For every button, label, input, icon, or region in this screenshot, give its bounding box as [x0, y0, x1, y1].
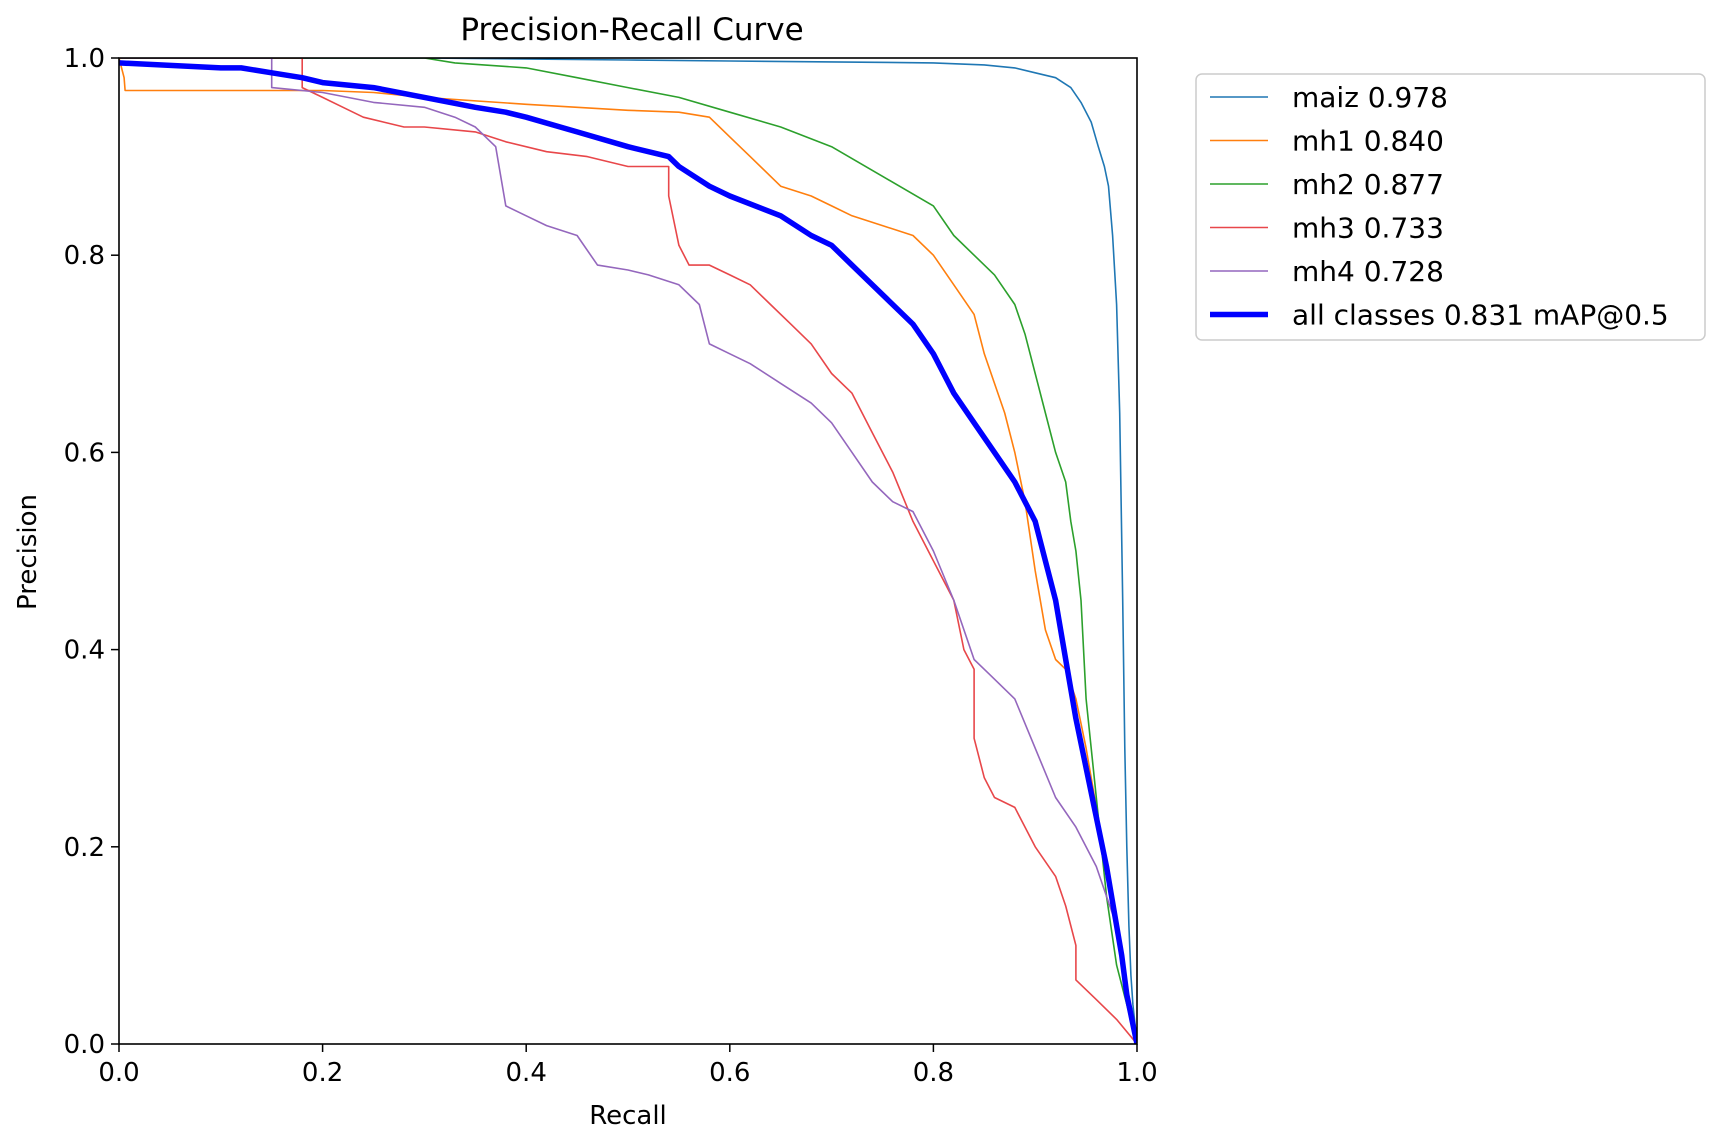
legend-label-5: all classes 0.831 mAP@0.5	[1292, 299, 1669, 332]
series-line-0	[119, 58, 1137, 1044]
y-axis-title: Precision	[13, 494, 43, 610]
legend-label-0: maiz 0.978	[1292, 81, 1448, 114]
series-line-5	[119, 60, 1137, 1044]
legend: maiz 0.978 mh1 0.840 mh2 0.877 mh3 0.733 mh4…	[1195, 73, 1706, 341]
y-tick-label: 0.6	[64, 438, 105, 468]
y-tick-label: 0.4	[64, 636, 105, 666]
series-layer	[119, 58, 1137, 1044]
legend-label-3: mh3 0.733	[1292, 212, 1444, 245]
legend-label-1: mh1 0.840	[1292, 125, 1444, 158]
legend-label-4: mh4 0.728	[1292, 255, 1444, 288]
y-tick-label: 0.2	[64, 833, 105, 863]
legend-label-2: mh2 0.877	[1292, 168, 1444, 201]
x-axis-title: Recall	[589, 1101, 667, 1131]
series-line-3	[119, 58, 1137, 1044]
plot-frame	[118, 57, 1138, 1045]
x-tick-label: 0.6	[709, 1058, 750, 1088]
x-tick-label: 0.0	[98, 1058, 139, 1088]
y-tick-label: 1.0	[64, 44, 105, 74]
y-tick-label: 0.0	[64, 1030, 105, 1060]
x-axis: 0.0 0.2 0.4 0.6 0.8 1.0	[98, 1044, 1158, 1088]
series-line-2	[119, 58, 1137, 1044]
x-tick-label: 0.8	[913, 1058, 954, 1088]
legend-box	[1195, 73, 1706, 341]
chart-title: Precision-Recall Curve	[460, 12, 803, 48]
series-line-4	[119, 58, 1137, 1044]
x-tick-label: 0.4	[506, 1058, 547, 1088]
y-axis: 0.0 0.2 0.4 0.6 0.8 1.0	[64, 44, 119, 1060]
y-tick-label: 0.8	[64, 241, 105, 271]
x-tick-label: 1.0	[1116, 1058, 1157, 1088]
x-tick-label: 0.2	[302, 1058, 343, 1088]
